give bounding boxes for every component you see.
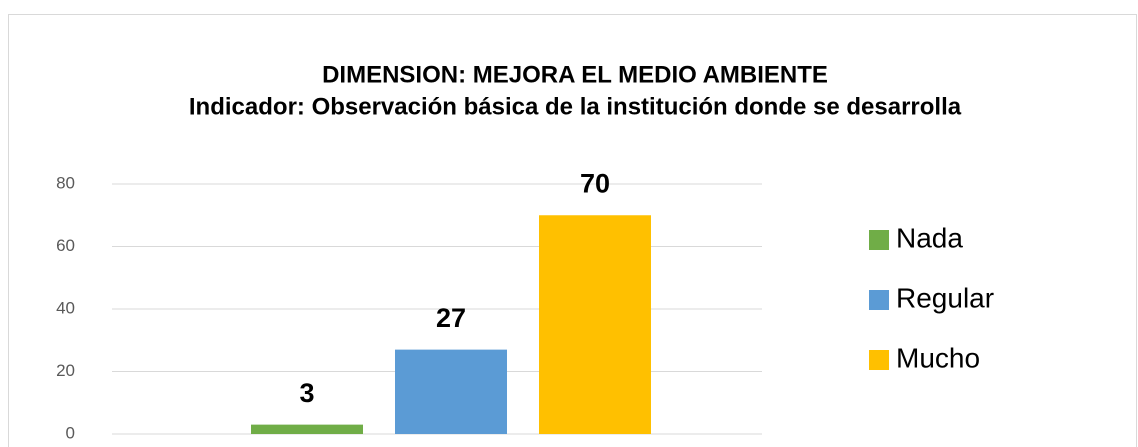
chart-subtitle: Indicador: Observación básica de la inst… xyxy=(189,93,962,120)
data-label: 27 xyxy=(436,303,466,333)
legend-label: Nada xyxy=(896,222,963,253)
legend-swatch xyxy=(869,350,889,370)
y-tick-label: 60 xyxy=(56,236,75,255)
legend-swatch xyxy=(869,230,889,250)
y-tick-label: 20 xyxy=(56,361,75,380)
legend-label: Mucho xyxy=(896,342,980,373)
chart-title: DIMENSION: MEJORA EL MEDIO AMBIENTE xyxy=(322,61,828,88)
y-tick-label: 80 xyxy=(56,173,75,192)
bar xyxy=(395,349,507,434)
y-tick-label: 40 xyxy=(56,298,75,317)
bar xyxy=(251,424,363,434)
data-label: 3 xyxy=(299,378,314,408)
legend-label: Regular xyxy=(896,282,994,313)
legend-swatch xyxy=(869,290,889,310)
data-label: 70 xyxy=(580,168,610,198)
bar xyxy=(539,215,651,434)
y-tick-label: 0 xyxy=(66,423,75,442)
